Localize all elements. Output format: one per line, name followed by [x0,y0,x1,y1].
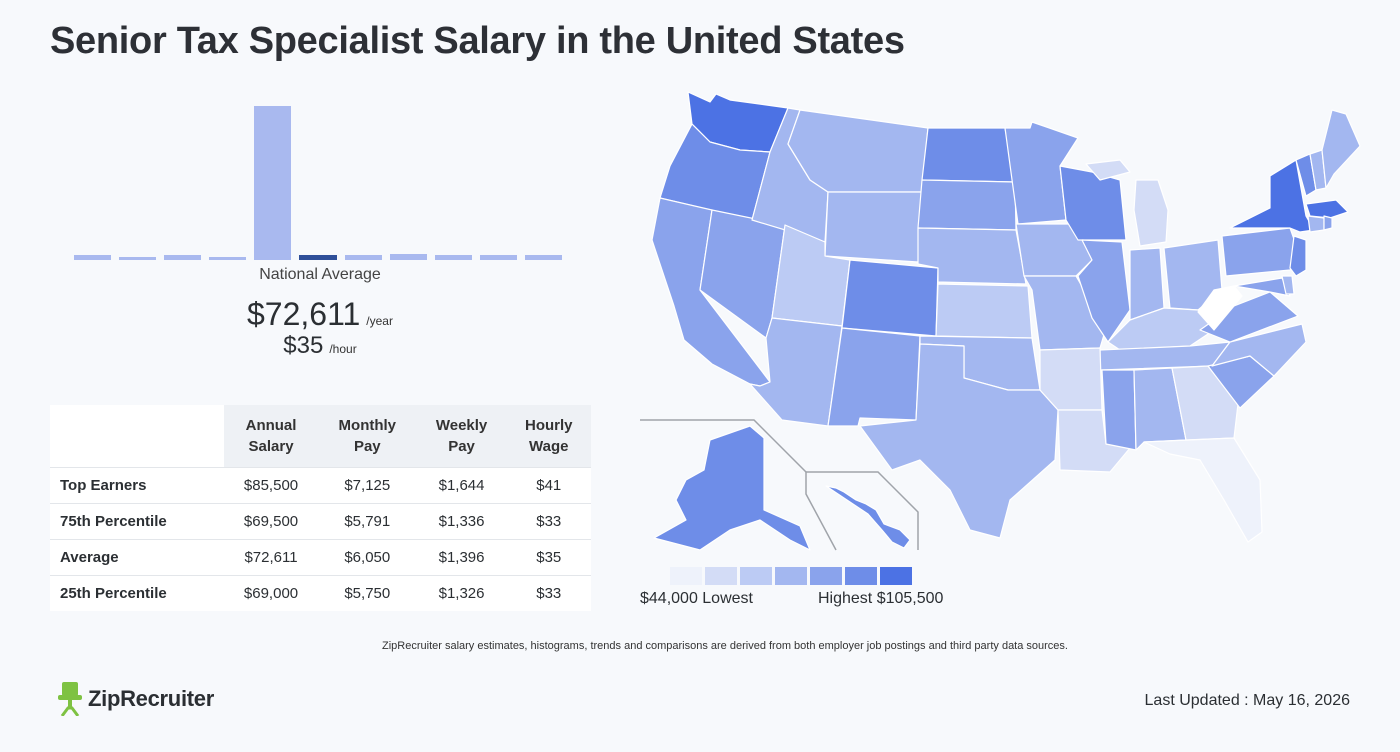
histogram-bar [299,255,337,260]
row-label: 25th Percentile [50,575,225,611]
state-ks[interactable] [935,283,1033,339]
map-legend [670,567,915,585]
state-tx[interactable] [859,343,1059,539]
histogram-bar [209,256,247,260]
state-sd[interactable] [917,179,1017,231]
cell-annual: $85,500 [224,467,318,504]
row-label: Average [50,539,225,576]
cell-monthly: $7,125 [318,467,417,504]
histogram-bar [389,253,427,260]
state-mn[interactable] [1004,121,1079,225]
national-average-label: National Average [259,266,381,283]
state-ar[interactable] [1039,347,1103,411]
histogram-bar [524,255,562,260]
cell-annual: $69,000 [224,575,318,611]
state-co[interactable] [841,259,939,337]
state-ak[interactable] [653,425,811,551]
data-source-footnote: ZipRecruiter salary estimates, histogram… [382,640,1068,652]
us-salary-map [630,80,1390,560]
state-nj[interactable] [1289,235,1307,277]
legend-high-label: Highest $105,500 [818,590,944,607]
hourly-average-value: $35 [283,332,324,359]
table-header-annual: Annual Salary [224,405,318,468]
cell-hourly: $41 [506,467,591,504]
table-header-hourly: Hourly Wage [506,405,591,468]
cell-monthly: $6,050 [318,539,417,576]
histogram-bar [434,255,472,260]
hourly-unit: /hour [329,342,357,356]
annual-average-value: $72,611 [247,296,361,332]
table-header-blank [50,405,225,468]
legend-swatch [740,567,772,585]
histogram-bar [344,255,382,260]
table-header-row: Annual Salary Monthly Pay Weekly Pay Hourly… [50,405,591,468]
state-il[interactable] [1077,239,1131,343]
brand-name: ZipRecruiter [88,686,214,711]
cell-hourly: $33 [506,503,591,540]
state-nd[interactable] [921,127,1016,183]
last-updated: Last Updated : May 16, 2026 [1144,692,1350,709]
cell-weekly: $1,326 [416,575,507,611]
cell-hourly: $33 [506,575,591,611]
legend-swatch [845,567,877,585]
legend-low-label: $44,000 Lowest [640,590,753,607]
state-ma[interactable] [1305,199,1349,219]
cell-monthly: $5,750 [318,575,417,611]
table-header-weekly: Weekly Pay [416,405,507,468]
state-nm[interactable] [827,327,921,427]
row-label: 75th Percentile [50,503,225,540]
inset-borders [640,419,919,551]
state-ne[interactable] [917,227,1027,285]
state-ri[interactable] [1323,215,1333,231]
cell-annual: $72,611 [224,539,318,576]
salary-table: Annual Salary Monthly Pay Weekly Pay Hourly… [50,405,591,611]
state-pa[interactable] [1221,227,1301,277]
state-me[interactable] [1321,109,1361,189]
state-md[interactable] [1233,277,1291,297]
cell-annual: $69,500 [224,503,318,540]
table-row: 25th Percentile $69,000 $5,750 $1,326 $3… [50,575,591,611]
row-label: Top Earners [50,467,225,504]
legend-swatch [880,567,912,585]
state-ny[interactable] [1229,159,1315,233]
salary-histogram [72,100,568,260]
page-title: Senior Tax Specialist Salary in the Unit… [50,20,905,62]
histogram-bar [479,255,517,260]
legend-swatch [810,567,842,585]
us-map-svg [640,91,1361,551]
state-wi[interactable] [1059,165,1127,241]
state-hi[interactable] [825,485,911,549]
state-de[interactable] [1281,275,1295,295]
state-wy[interactable] [824,191,923,263]
table-header-monthly: Monthly Pay [318,405,417,468]
table-row: 75th Percentile $69,500 $5,791 $1,336 $3… [50,503,591,540]
histogram-bar [119,256,157,260]
cell-hourly: $35 [506,539,591,576]
cell-monthly: $5,791 [318,503,417,540]
annual-average: $72,611/year [0,296,640,333]
histogram-bar [254,106,292,260]
chair-icon [58,682,82,716]
hourly-average: $35/hour [0,332,640,360]
legend-swatch [670,567,702,585]
cell-weekly: $1,336 [416,503,507,540]
legend-swatch [775,567,807,585]
table-row: Average $72,611 $6,050 $1,396 $35 [50,539,591,576]
table-row: Top Earners $85,500 $7,125 $1,644 $41 [50,467,591,504]
state-mi[interactable] [1085,159,1169,247]
legend-swatch [705,567,737,585]
state-ms[interactable] [1101,369,1137,451]
state-fl[interactable] [1143,437,1263,543]
cell-weekly: $1,396 [416,539,507,576]
annual-unit: /year [366,314,393,328]
cell-weekly: $1,644 [416,467,507,504]
histogram-bar [74,255,112,260]
state-ct[interactable] [1307,215,1325,233]
histogram-bar [164,255,202,260]
ziprecruiter-logo[interactable]: ZipRecruiter [58,682,214,716]
